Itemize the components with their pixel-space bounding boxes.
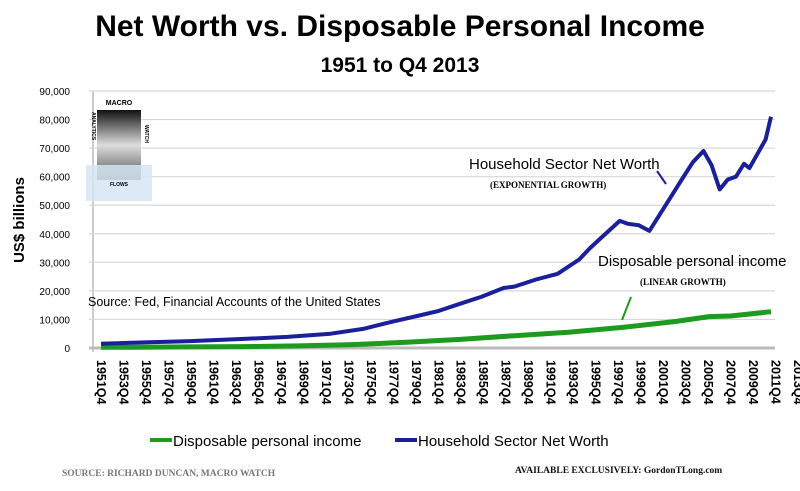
series-lines <box>100 116 773 350</box>
x-tick-label: 1989Q4 <box>521 360 535 405</box>
y-tick-labels: 0 10,000 20,000 30,000 40,000 50,000 60,000 70,… <box>39 87 70 355</box>
x-tick-label: 1951Q4 <box>94 360 108 405</box>
x-tick-label: 1963Q4 <box>229 360 243 405</box>
macro-watch-logo: MACRO FLOWS ANALYTICS WATCH <box>86 100 152 201</box>
annotation-pointer <box>656 170 667 185</box>
chart-title: Net Worth vs. Disposable Personal Income <box>95 10 705 43</box>
y-axis-label: US$ billions <box>11 177 28 263</box>
x-tick-label: 1955Q4 <box>139 360 153 405</box>
x-tick-label: 2001Q4 <box>656 360 670 405</box>
x-tick-label: 1987Q4 <box>499 360 513 405</box>
x-tick-label: 2009Q4 <box>746 360 760 405</box>
logo-title: MACRO <box>106 100 133 107</box>
annotations: Household Sector Net Worth (EXPONENTIAL … <box>88 156 786 321</box>
x-tick-label: 1999Q4 <box>634 360 648 405</box>
x-tick-label: 1981Q4 <box>431 360 445 405</box>
x-tick-label: 1985Q4 <box>476 360 490 405</box>
logo-right-text: WATCH <box>143 125 149 143</box>
y-tick-label: 60,000 <box>39 173 70 184</box>
logo-left-text: ANALYTICS <box>90 112 96 141</box>
y-tick-label: 70,000 <box>39 144 70 155</box>
x-tick-label: 2005Q4 <box>701 360 715 405</box>
y-tick-label: 10,000 <box>39 315 70 326</box>
chart-subtitle: 1951 to Q4 2013 <box>321 54 480 77</box>
y-tick-label: 40,000 <box>39 230 70 241</box>
x-tick-label: 1959Q4 <box>184 360 198 405</box>
x-tick-label: 1997Q4 <box>611 360 625 405</box>
legend-label-income: Disposable personal income <box>173 433 361 450</box>
x-tick-label: 2007Q4 <box>724 360 738 405</box>
x-tick-label: 1991Q4 <box>544 360 558 405</box>
source-annotation: Source: Fed, Financial Accounts of the U… <box>88 295 381 309</box>
x-tick-label: 1973Q4 <box>341 360 355 405</box>
annotation-income: Disposable personal income <box>598 253 786 270</box>
x-tick-label: 1975Q4 <box>364 360 378 405</box>
annotation-net-worth-sub: (EXPONENTIAL GROWTH) <box>490 180 606 190</box>
legend-label-net-worth: Household Sector Net Worth <box>418 433 609 450</box>
y-tick-label: 0 <box>64 344 70 355</box>
y-tick-label: 80,000 <box>39 116 70 127</box>
x-tick-label: 1983Q4 <box>454 360 468 405</box>
annotation-income-sub: (LINEAR GROWTH) <box>640 277 726 287</box>
x-tick-label: 1953Q4 <box>116 360 130 405</box>
y-tick-label: 90,000 <box>39 87 70 98</box>
footer-source: SOURCE: RICHARD DUNCAN, MACRO WATCH <box>62 469 276 479</box>
series-line-net-worth <box>100 116 773 346</box>
logo-bottom-text: FLOWS <box>110 182 129 188</box>
annotation-pointer <box>621 296 632 321</box>
x-tick-label: 1965Q4 <box>251 360 265 405</box>
x-tick-label: 1967Q4 <box>274 360 288 405</box>
x-tick-labels: 1951Q4 1953Q4 1955Q4 1957Q4 1959Q4 1961Q4 1963… <box>94 360 800 405</box>
y-tick-label: 50,000 <box>39 201 70 212</box>
x-tick-label: 1979Q4 <box>409 360 423 405</box>
legend: Disposable personal income Household Sec… <box>150 433 609 450</box>
annotation-net-worth: Household Sector Net Worth <box>469 156 660 173</box>
x-tick-label: 1977Q4 <box>386 360 400 405</box>
x-tick-label: 2013Q4 <box>791 360 800 405</box>
x-tick-label: 1961Q4 <box>206 360 220 405</box>
series-line-income <box>100 309 772 350</box>
x-tick-label: 1969Q4 <box>296 360 310 405</box>
x-tick-label: 1957Q4 <box>161 360 175 405</box>
x-tick-label: 1971Q4 <box>319 360 333 405</box>
x-tick-label: 2003Q4 <box>679 360 693 405</box>
x-tick-label: 1995Q4 <box>589 360 603 405</box>
x-tick-label: 2011Q4 <box>769 360 783 404</box>
x-tick-label: 1993Q4 <box>566 360 580 405</box>
y-tick-label: 30,000 <box>39 258 70 269</box>
y-tick-label: 20,000 <box>39 287 70 298</box>
footer-credit: AVAILABLE EXCLUSIVELY: GordonTLong.com <box>515 466 722 476</box>
